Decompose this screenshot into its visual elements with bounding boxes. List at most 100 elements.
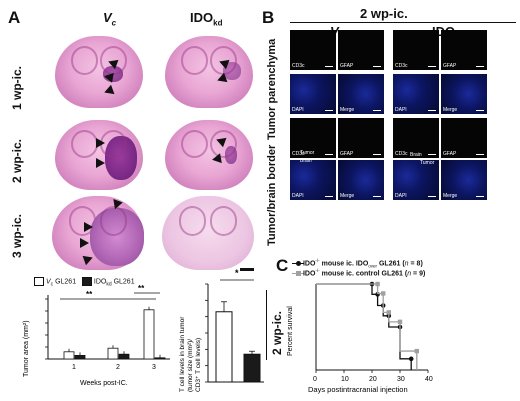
- surv-ylabel: Percent survival: [287, 306, 294, 356]
- channel-label: GFAP: [443, 151, 457, 157]
- fluorescence-image: CD3c: [393, 118, 439, 158]
- survival-marker: [397, 319, 403, 325]
- fluorescence-image: Merge: [338, 74, 384, 114]
- survival-marker: [375, 281, 380, 287]
- legend-vc-post: GL261: [53, 278, 77, 286]
- channel-label: DAPI: [292, 193, 304, 199]
- fluorescence-image: GFAP: [338, 30, 384, 70]
- scale-bar: [325, 66, 333, 67]
- channel-label: GFAP: [443, 63, 457, 69]
- channel-label: GFAP: [340, 63, 354, 69]
- l1-pre: IDO: [302, 260, 316, 268]
- panel-a-label: A: [8, 8, 21, 27]
- tumor-area-xlabel: Weeks post-IC.: [80, 380, 128, 387]
- sig-label-a: **: [86, 290, 93, 299]
- scale-bar: [476, 154, 484, 155]
- scale-bar: [428, 154, 436, 155]
- region-label: Brain: [300, 158, 312, 164]
- col-vc-main: V: [103, 10, 112, 25]
- scale-bar: [476, 196, 484, 197]
- surv-xtick-label: 20: [369, 376, 377, 383]
- fluorescence-image: GFAP: [441, 118, 487, 158]
- histology-ido-2wp: [165, 120, 253, 190]
- tcell-ylabel-3: CD3⁺ T cell levels): [195, 338, 202, 392]
- tumor-area-bar: [74, 355, 86, 360]
- histology-vc-1wp: [55, 36, 143, 108]
- tumor-region: [105, 136, 137, 180]
- legend-ido-post: GL261: [111, 278, 135, 286]
- survival-marker: [414, 348, 419, 354]
- channel-label: Merge: [340, 193, 355, 199]
- scale-bar: [373, 154, 381, 155]
- tumor-area-xtick: 3: [152, 364, 156, 371]
- scale-bar: [325, 154, 333, 155]
- tcell-bar: [243, 353, 261, 383]
- tumor-region: [225, 146, 237, 164]
- tcell-ylabel-2: (tumor size (mm²)/: [187, 339, 194, 392]
- legend-marker-black: [296, 260, 301, 266]
- col-vc-sub: c: [111, 18, 117, 28]
- tumor-area-bar: [63, 351, 75, 360]
- arrow-icon: [211, 153, 222, 165]
- histology-ido-3wp: [162, 196, 254, 270]
- survival-marker: [408, 356, 414, 362]
- scale-bar: [428, 66, 436, 67]
- tumor-area-xtick: 1: [72, 364, 76, 371]
- channel-label: CD3c: [292, 63, 305, 69]
- l2-post: mouse ic. control GL261 (: [319, 270, 408, 278]
- l1-sup: -/-: [315, 258, 320, 263]
- scale-bar: [428, 110, 436, 111]
- legend-ido-sub: kd: [106, 281, 112, 288]
- l1-n: n: [404, 260, 409, 268]
- histology-ido-1wp: [165, 36, 253, 108]
- b-row-tumor: Tumor parenchyma: [266, 38, 278, 140]
- col-ido-label: IDOkd: [190, 10, 222, 28]
- fluorescence-image: Merge: [441, 74, 487, 114]
- l1-end: = 8): [408, 260, 423, 268]
- panel-b-title: 2 wp-ic.: [360, 6, 408, 21]
- col-ido-main: IDO: [190, 10, 214, 25]
- panel-c-label: C: [276, 256, 289, 275]
- fluorescence-image: Merge: [441, 160, 487, 200]
- tumor-area-ylabel: Tumor area (mm²): [23, 320, 30, 377]
- surv-xtick-label: 30: [397, 376, 405, 383]
- survival-chart: Percent survival 0 10 20 30 40 Days postintr…: [287, 281, 433, 394]
- surv-legend-2: IDO-/- mouse ic. control GL261 (n = 9): [292, 268, 425, 277]
- surv-xtick-label: 40: [425, 376, 433, 383]
- histology-vc-2wp: [55, 120, 143, 190]
- channel-label: CD3c: [395, 151, 408, 157]
- l1-post: GL261 (: [377, 260, 405, 268]
- scale-bar: [325, 110, 333, 111]
- fluorescence-image: DAPI: [290, 74, 336, 114]
- region-label: Tumor: [420, 160, 435, 166]
- l2-end: = 9): [411, 270, 426, 278]
- scale-bar: [325, 196, 333, 197]
- surv-xtick-label: 10: [341, 376, 349, 383]
- channel-label: DAPI: [395, 193, 407, 199]
- scale-bar: [373, 196, 381, 197]
- scale-bar: [428, 196, 436, 197]
- tcell-ylabel-1: T cell levels in brain tumor: [179, 316, 186, 392]
- survival-marker: [386, 310, 391, 315]
- survival-marker: [381, 291, 386, 296]
- tumor-area-bar: [154, 357, 166, 360]
- arrow-icon: [103, 71, 114, 83]
- scale-bar: [476, 66, 484, 67]
- scale-bar: [476, 110, 484, 111]
- row-label-2wp: 2 wp-ic.: [10, 138, 24, 183]
- channel-label: CD3c: [395, 63, 408, 69]
- arrow-icon: [80, 238, 89, 248]
- tumor-region: [90, 208, 144, 266]
- tcell-bar: [215, 311, 233, 383]
- legend-vc-main: V: [45, 278, 51, 286]
- fluorescence-image: GFAP: [338, 118, 384, 158]
- legend-marker-gray: [296, 270, 301, 276]
- legend-vc-sub: c: [50, 281, 54, 288]
- row-label-1wp: 1 wp-ic.: [10, 65, 24, 110]
- panel-b-label: B: [262, 8, 275, 27]
- tumor-area-chart: Tumor area (mm²) 1 2 3 ** ** Weeks post-IC…: [23, 285, 170, 387]
- arrow-icon: [84, 222, 93, 232]
- fluorescence-image: DAPI: [290, 160, 336, 200]
- panel-b-title-rule: [290, 22, 516, 23]
- channel-label: GFAP: [340, 151, 354, 157]
